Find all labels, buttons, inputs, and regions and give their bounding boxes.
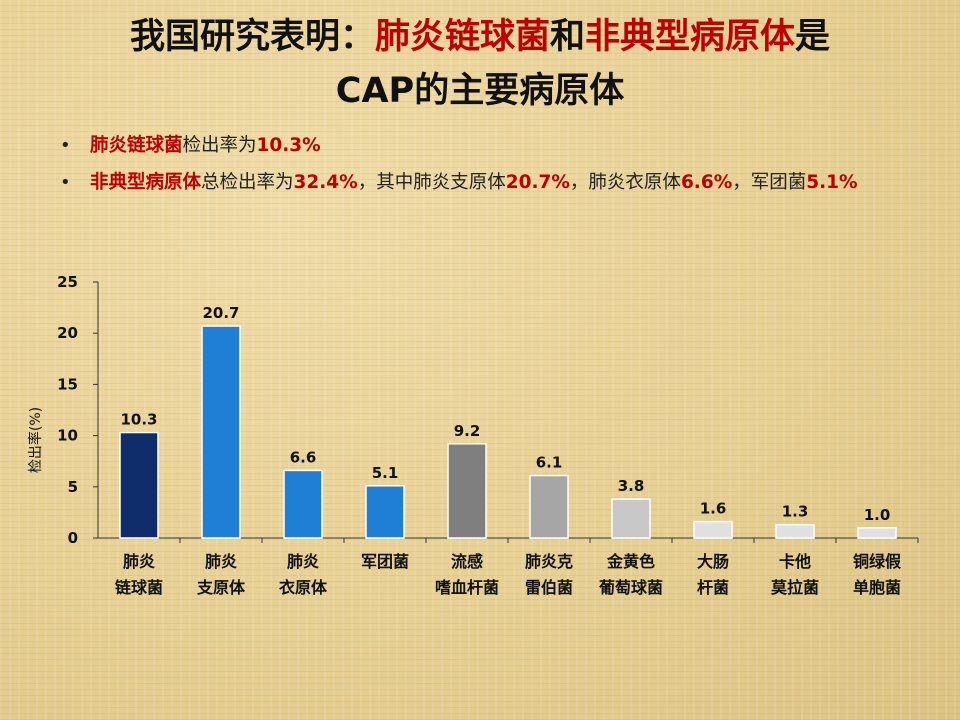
bullet-number: 10.3% (256, 135, 321, 156)
bar (857, 527, 897, 539)
bullet-number: 20.7% (505, 172, 570, 193)
bar-value-label: 9.2 (454, 422, 481, 440)
bullet-highlight: 非典型病原体 (90, 172, 202, 193)
title-suffix: 是 (795, 17, 831, 57)
bar (119, 431, 159, 539)
x-category-label: 肺炎克 (525, 552, 573, 571)
title-middle: 和 (549, 17, 585, 57)
bullet-highlight: 肺炎链球菌 (90, 135, 183, 156)
x-category-label: 肺炎 (123, 552, 155, 571)
bar (693, 520, 733, 539)
x-category-label: 大肠 (697, 552, 729, 571)
bar (201, 325, 241, 539)
slide-title-line1: 我国研究表明：肺炎链球菌和非典型病原体是 (0, 12, 960, 62)
bar (775, 523, 815, 539)
x-category-label: 军团菌 (361, 552, 409, 571)
bar-value-label: 1.6 (700, 500, 727, 518)
bar-value-label: 20.7 (202, 304, 239, 322)
y-tick-label: 15 (57, 375, 78, 393)
y-tick-label: 5 (68, 478, 78, 496)
bar-value-label: 5.1 (372, 464, 399, 482)
bullet-item: • 肺炎链球菌检出率为10.3% (60, 128, 920, 163)
bullet-text: 检出率为 (182, 135, 257, 156)
x-category-label: 雷伯菌 (525, 578, 573, 597)
bullet-number: 6.6% (680, 172, 733, 193)
bar-value-label: 3.8 (618, 477, 645, 495)
y-tick-label: 0 (68, 529, 78, 547)
bullet-list: • 肺炎链球菌检出率为10.3% • 非典型病原体总检出率为32.4%，其中肺炎… (60, 128, 920, 200)
x-category-label: 支原体 (196, 578, 246, 597)
title-highlight-atypical: 非典型病原体 (585, 17, 796, 57)
bullet-text: ，其中肺炎支原体 (357, 172, 506, 193)
bar-value-label: 10.3 (120, 411, 157, 429)
bar (611, 498, 651, 539)
x-category-label: 金黄色 (606, 552, 655, 571)
x-category-label: 铜绿假 (853, 552, 902, 571)
bullet-text: ，肺炎衣原体 (569, 172, 681, 193)
bar (365, 485, 405, 539)
x-category-label: 肺炎 (287, 552, 319, 571)
y-tick-label: 20 (57, 324, 78, 342)
x-category-label: 链球菌 (115, 578, 163, 597)
x-category-label: 单胞菌 (853, 578, 901, 597)
bullet-text: ，军团菌 (732, 172, 807, 193)
bullet-item: • 非典型病原体总检出率为32.4%，其中肺炎支原体20.7%，肺炎衣原体6.6… (60, 165, 920, 200)
bullet-marker: • (60, 172, 71, 193)
bar-value-label: 1.3 (782, 503, 809, 521)
y-tick-label: 25 (57, 273, 78, 291)
x-category-label: 杆菌 (697, 578, 729, 597)
bar (283, 469, 323, 539)
bar-value-label: 1.0 (864, 506, 891, 524)
bullet-number: 5.1% (806, 172, 858, 193)
bullet-number: 32.4% (293, 172, 358, 193)
bullet-text: 总检出率为 (201, 172, 294, 193)
title-prefix: 我国研究表明： (129, 17, 375, 57)
x-category-label: 葡萄球菌 (598, 578, 663, 597)
bar-value-label: 6.6 (290, 448, 317, 466)
x-category-label: 衣原体 (279, 578, 328, 597)
y-axis-title: 检出率(%) (27, 407, 44, 473)
bar-value-label: 6.1 (536, 454, 563, 472)
x-category-label: 肺炎 (205, 552, 237, 571)
title-highlight-pneumococcus: 肺炎链球菌 (374, 17, 550, 57)
bar (529, 474, 569, 539)
x-category-label: 流感 (451, 552, 483, 571)
y-tick-label: 10 (57, 427, 78, 445)
bullet-marker: • (60, 135, 71, 156)
bar-chart: 0 5 10 15 20 25 检出率(%) 10.3 肺炎链球菌 20.7 肺炎支原体 6.6 肺炎衣… (27, 273, 919, 597)
bar (447, 443, 487, 539)
x-category-label: 嗜血杆菌 (435, 578, 499, 597)
slide-title-line2: CAP的主要病原体 (335, 71, 625, 111)
x-category-label: 卡他 (779, 552, 811, 571)
x-category-label: 莫拉菌 (770, 578, 819, 597)
